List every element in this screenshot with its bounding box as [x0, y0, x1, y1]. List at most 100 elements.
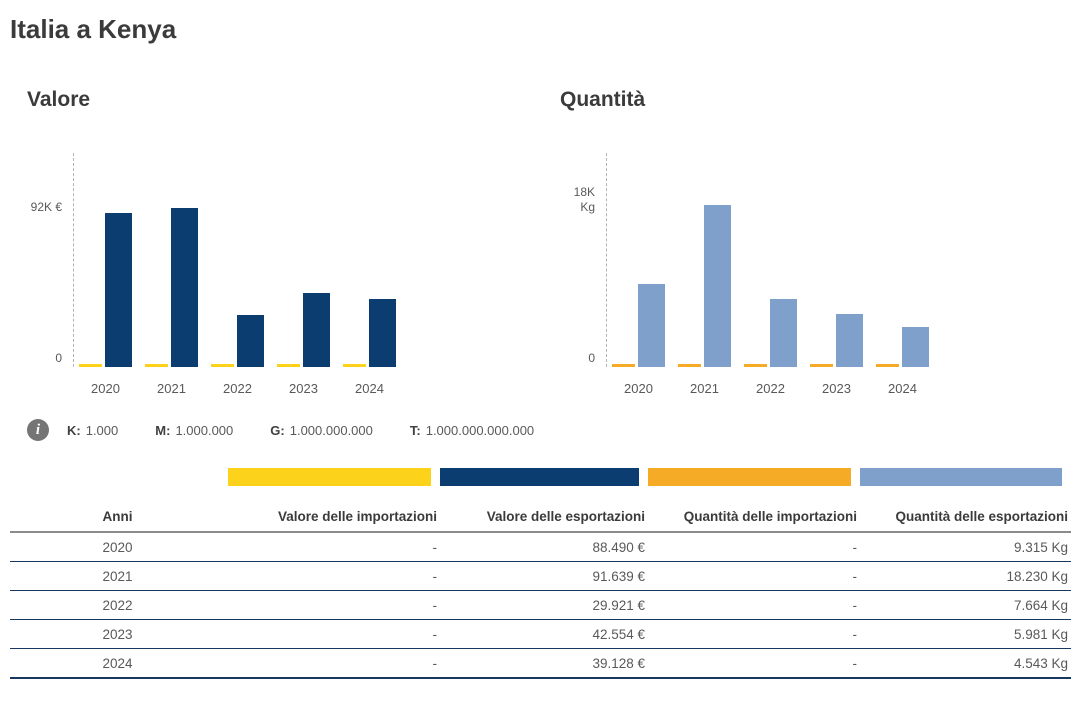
legend-swatch-valore-importazioni: [228, 468, 431, 486]
x-axis-year-label: 2021: [690, 381, 719, 396]
bar-group-2024: [876, 327, 929, 367]
trade-table: Anni Valore delle importazioni Valore dell…: [10, 468, 1071, 679]
export-bar[interactable]: [105, 213, 132, 367]
table-cell: -: [228, 532, 440, 562]
unit-letter: T:: [409, 422, 421, 438]
export-bar[interactable]: [303, 293, 330, 367]
export-bar[interactable]: [836, 314, 863, 367]
import-bar[interactable]: [876, 364, 899, 367]
chart-valore: Valore 92K € 0 2020 2021 2022 2023 2024: [0, 88, 533, 396]
import-bar[interactable]: [744, 364, 767, 367]
import-bar[interactable]: [678, 364, 701, 367]
table-cell: -: [648, 590, 860, 620]
x-axis-year-label: 2022: [223, 381, 252, 396]
chart-title-valore: Valore: [27, 88, 91, 111]
table-cell: -: [228, 561, 440, 591]
unit-letter: K:: [67, 422, 81, 438]
export-bar[interactable]: [369, 299, 396, 367]
trade-report-page: Italia a Kenya Valore 92K € 0 2020 2021 20…: [0, 14, 1081, 715]
bar-group-2022: [744, 299, 797, 367]
unit-value: 1.000.000.000: [289, 422, 373, 438]
export-bar[interactable]: [171, 208, 198, 367]
bar-group-2021: [678, 205, 731, 367]
table-cell: 39.128 €: [440, 648, 648, 679]
unit-legend: K: 1.000 M: 1.000.000 G: 1.000.000.000 T: 1.…: [67, 423, 534, 438]
import-bar[interactable]: [612, 364, 635, 367]
table-cell: -: [228, 648, 440, 679]
table-row: 2021-91.639 € -18.230 Kg: [10, 561, 1071, 591]
table-cell: -: [648, 619, 860, 649]
x-axis-labels: 2020 2021 2022 2023 2024: [79, 381, 396, 396]
x-axis-year-label: 2020: [91, 381, 120, 396]
table-cell: -: [648, 648, 860, 679]
import-bar[interactable]: [79, 364, 102, 367]
units-info-row: i K: 1.000 M: 1.000.000 G: 1.000.000.000 T:…: [27, 419, 1081, 441]
legend-swatch-valore-esportazioni: [440, 468, 639, 486]
y-axis-zero-label: 0: [55, 351, 62, 365]
export-bar[interactable]: [704, 205, 731, 367]
bar-group-2020: [79, 213, 132, 367]
bar-group-2021: [145, 208, 198, 367]
y-axis-max-label: 92K €: [30, 200, 62, 214]
bar-group-2022: [211, 315, 264, 367]
export-bar[interactable]: [237, 315, 264, 367]
import-bar[interactable]: [277, 364, 300, 367]
table-cell: 7.664 Kg: [860, 590, 1071, 620]
export-bar[interactable]: [902, 327, 929, 367]
table-header-row: Anni Valore delle importazioni Valore dell…: [10, 502, 1071, 533]
table-header-cell: Quantità delle esportazioni: [860, 502, 1071, 533]
export-bar[interactable]: [638, 284, 665, 367]
table-cell: 2024: [10, 648, 228, 679]
table-body: 2020-88.490 € -9.315 Kg 2021-91.639 € -18.2…: [10, 532, 1071, 679]
table-header-cell: Quantità delle importazioni: [648, 502, 860, 533]
x-axis-year-label: 2022: [756, 381, 785, 396]
unit-item-m: M: 1.000.000: [155, 423, 233, 438]
legend-swatch-quantita-esportazioni: [860, 468, 1062, 486]
import-bar[interactable]: [810, 364, 833, 367]
bar-group-2023: [277, 293, 330, 367]
x-axis-year-label: 2024: [355, 381, 384, 396]
charts-row: Valore 92K € 0 2020 2021 2022 2023 2024 Quan…: [0, 88, 1081, 396]
info-icon[interactable]: i: [27, 419, 49, 441]
chart-quantita-plot: 18K Kg 0 2020 2021 2022 2023 2024: [560, 153, 1066, 396]
unit-letter: M:: [155, 422, 171, 438]
bar-group-2024: [343, 299, 396, 367]
legend-swatch-quantita-importazioni: [648, 468, 851, 486]
table-cell: 2023: [10, 619, 228, 649]
table-cell: 91.639 €: [440, 561, 648, 591]
unit-item-k: K: 1.000: [67, 423, 118, 438]
unit-value: 1.000.000: [175, 422, 234, 438]
table-cell: 2022: [10, 590, 228, 620]
table-row: 2024-39.128 € -4.543 Kg: [10, 648, 1071, 679]
y-axis-line: [73, 153, 74, 367]
export-bar[interactable]: [770, 299, 797, 367]
import-bar[interactable]: [211, 364, 234, 367]
table-header-cell: Anni: [10, 502, 228, 533]
table-cell: 5.981 Kg: [860, 619, 1071, 649]
unit-value: 1.000.000.000.000: [425, 422, 535, 438]
x-axis-year-label: 2023: [289, 381, 318, 396]
series-legend-row: [10, 468, 1071, 502]
import-bar[interactable]: [343, 364, 366, 367]
unit-item-t: T: 1.000.000.000.000: [410, 423, 534, 438]
x-axis-year-label: 2023: [822, 381, 851, 396]
y-axis-line: [606, 153, 607, 367]
import-bar[interactable]: [145, 364, 168, 367]
table-cell: -: [228, 590, 440, 620]
table-cell: 4.543 Kg: [860, 648, 1071, 679]
y-axis-max-label: 18K Kg: [573, 185, 595, 214]
table-cell: 42.554 €: [440, 619, 648, 649]
unit-item-g: G: 1.000.000.000: [270, 423, 373, 438]
table-header-cell: Valore delle importazioni: [228, 502, 440, 533]
table-row: 2020-88.490 € -9.315 Kg: [10, 532, 1071, 562]
table-cell: -: [648, 532, 860, 562]
table-cell: 2020: [10, 532, 228, 562]
x-axis-year-label: 2020: [624, 381, 653, 396]
table-cell: 9.315 Kg: [860, 532, 1071, 562]
table-cell: -: [648, 561, 860, 591]
x-axis-year-label: 2024: [888, 381, 917, 396]
table-cell: 2021: [10, 561, 228, 591]
chart-title-quantita: Quantità: [560, 88, 646, 111]
y-axis-zero-label: 0: [588, 351, 595, 365]
legend-spacer: [10, 468, 228, 502]
